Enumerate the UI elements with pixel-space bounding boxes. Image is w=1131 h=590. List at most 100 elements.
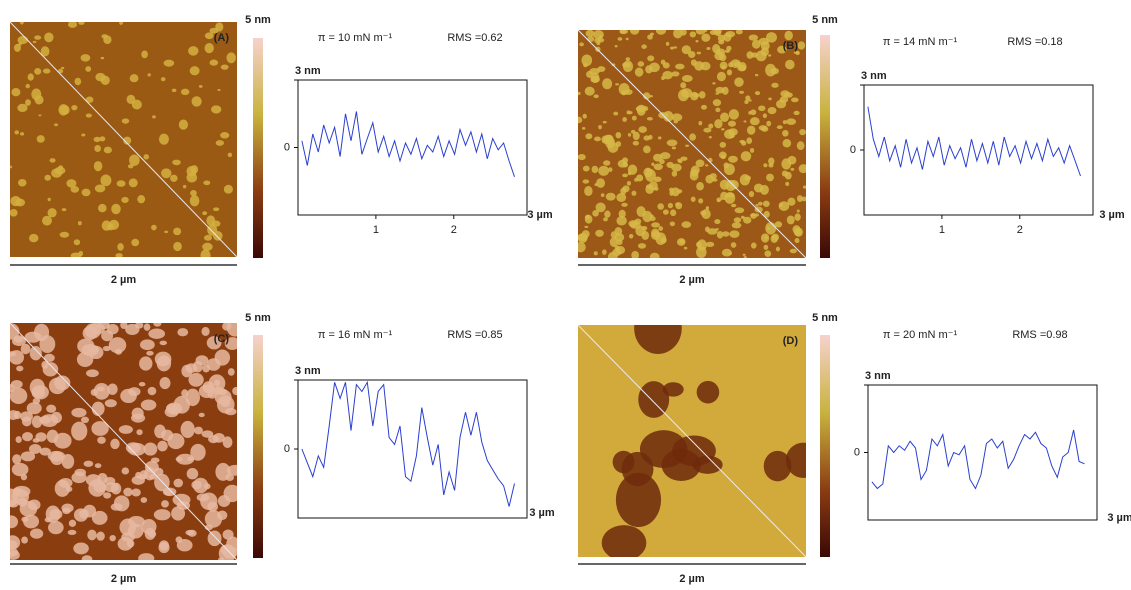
image-feature — [719, 141, 727, 148]
image-feature — [643, 92, 651, 100]
profile-line — [10, 22, 237, 257]
image-feature — [582, 165, 590, 172]
image-feature — [211, 220, 221, 227]
image-feature — [232, 386, 237, 396]
image-feature — [582, 113, 587, 119]
image-feature — [627, 164, 638, 175]
image-feature — [657, 136, 662, 140]
image-feature — [785, 59, 795, 70]
image-feature — [696, 51, 702, 55]
image-feature — [96, 531, 105, 541]
plot-frame — [297, 79, 528, 216]
image-feature — [21, 536, 28, 544]
image-feature — [71, 407, 87, 418]
image-feature — [672, 435, 716, 467]
rms-label: RMS =0.85 — [447, 329, 502, 341]
image-feature — [43, 353, 55, 363]
image-feature — [782, 139, 792, 148]
image-feature — [666, 139, 678, 147]
image-feature — [723, 163, 735, 176]
image-feature — [625, 57, 631, 61]
image-feature — [216, 395, 235, 414]
image-feature — [190, 190, 197, 197]
image-feature — [740, 215, 745, 219]
image-feature — [109, 534, 116, 542]
image-feature — [729, 230, 740, 238]
image-feature — [746, 125, 756, 135]
image-feature — [204, 42, 214, 54]
image-feature — [584, 225, 589, 229]
image-feature — [728, 62, 734, 68]
image-feature — [762, 113, 767, 119]
image-feature — [707, 228, 718, 235]
image-feature — [70, 252, 82, 257]
pressure-label: π = 16 mN m⁻¹ — [318, 329, 393, 341]
image-feature — [91, 510, 108, 525]
image-feature — [645, 168, 656, 182]
image-feature — [190, 443, 206, 461]
image-feature — [213, 207, 220, 212]
image-feature — [166, 402, 183, 415]
image-feature — [177, 328, 189, 337]
image-feature — [111, 203, 121, 215]
image-feature — [673, 46, 678, 49]
image-feature — [93, 481, 107, 493]
image-feature — [47, 450, 66, 462]
image-feature — [103, 146, 112, 154]
image-feature — [754, 213, 760, 217]
image-feature — [627, 132, 632, 137]
image-feature — [47, 197, 51, 202]
color-bar-label: 5 nm — [812, 14, 838, 26]
image-feature — [148, 328, 166, 339]
image-feature — [189, 66, 200, 76]
image-feature — [17, 178, 27, 187]
image-feature — [206, 336, 222, 350]
image-feature — [198, 84, 203, 88]
image-feature — [147, 530, 157, 538]
image-feature — [160, 429, 174, 441]
image-feature — [161, 168, 172, 179]
image-feature — [675, 63, 685, 70]
image-feature — [81, 188, 91, 197]
image-feature — [690, 59, 697, 66]
image-feature — [67, 22, 78, 28]
image-feature — [696, 181, 704, 191]
image-feature — [191, 96, 202, 107]
image-feature — [131, 99, 142, 110]
image-feature — [748, 190, 755, 198]
image-feature — [66, 179, 77, 188]
image-feature — [660, 59, 666, 65]
image-feature — [794, 238, 800, 244]
image-feature — [115, 253, 123, 257]
rms-label: RMS =0.18 — [1007, 36, 1062, 48]
image-feature — [704, 226, 710, 233]
image-feature — [59, 231, 70, 238]
image-feature — [603, 160, 611, 166]
image-feature — [790, 167, 795, 171]
image-feature — [34, 67, 42, 75]
image-feature — [54, 123, 59, 127]
panel-label: (A) — [214, 32, 230, 44]
image-feature — [671, 113, 683, 122]
image-feature — [734, 77, 744, 87]
image-feature — [578, 116, 583, 124]
image-feature — [622, 173, 628, 178]
x-tick-label: 1 — [939, 224, 945, 236]
image-feature — [649, 214, 654, 218]
image-feature — [36, 135, 45, 143]
image-feature — [600, 193, 605, 197]
image-feature — [754, 91, 761, 96]
image-feature — [18, 42, 22, 46]
image-feature — [10, 547, 19, 557]
image-feature — [42, 68, 51, 74]
image-feature — [612, 248, 622, 257]
image-feature — [10, 535, 21, 550]
image-feature — [87, 323, 105, 335]
image-feature — [696, 380, 720, 404]
image-feature — [119, 22, 124, 25]
image-feature — [85, 66, 92, 72]
image-feature — [653, 163, 663, 171]
image-feature — [662, 70, 673, 80]
x-axis-label: 3 µm — [1099, 209, 1125, 221]
image-feature — [151, 224, 157, 231]
